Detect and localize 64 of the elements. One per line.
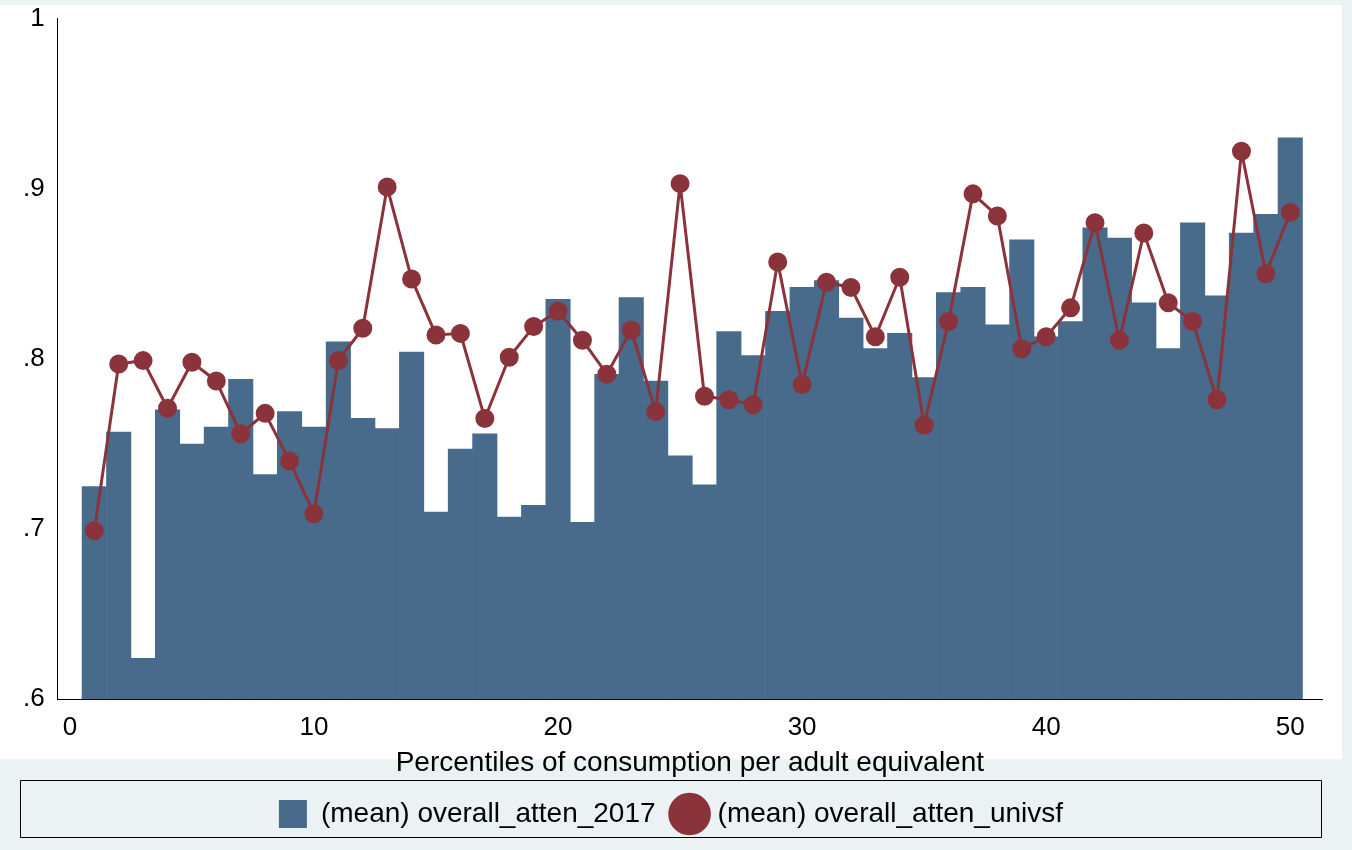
point: [328, 351, 348, 371]
point: [572, 330, 592, 350]
point: [1085, 213, 1105, 233]
x-tick-label: 10: [299, 710, 329, 741]
point: [524, 317, 544, 337]
x-tick-label: 0: [62, 710, 78, 741]
point: [304, 504, 324, 524]
point: [377, 177, 397, 197]
point: [1256, 264, 1276, 284]
point: [133, 351, 153, 371]
legend-label: (mean) overall_atten_2017: [320, 796, 656, 828]
point: [109, 354, 129, 374]
point: [914, 415, 934, 435]
legend-label: (mean) overall_atten_univsf: [717, 796, 1064, 828]
point: [1158, 293, 1178, 313]
point: [621, 320, 641, 340]
y-tick-label: .9: [23, 171, 45, 202]
point: [670, 174, 690, 194]
point: [499, 347, 519, 367]
point: [158, 398, 178, 418]
point: [475, 408, 495, 428]
point: [1280, 203, 1300, 223]
point: [646, 402, 666, 422]
point: [353, 318, 373, 338]
point: [426, 325, 446, 345]
y-tick-label: .6: [23, 682, 45, 713]
point: [280, 451, 300, 471]
point: [792, 374, 812, 394]
point: [1036, 327, 1056, 347]
y-tick-label: .7: [23, 512, 45, 543]
point: [1012, 339, 1032, 359]
point: [206, 371, 226, 391]
point: [841, 277, 861, 297]
point: [402, 269, 422, 289]
point: [1231, 141, 1251, 161]
point: [1109, 330, 1129, 350]
y-tick-label: .8: [23, 342, 45, 373]
point: [597, 364, 617, 384]
point: [987, 206, 1007, 226]
point: [865, 327, 885, 347]
point: [450, 323, 470, 343]
x-axis-title: Percentiles of consumption per adult equivalent: [395, 745, 985, 777]
point: [1207, 390, 1227, 410]
point: [1183, 311, 1203, 331]
point: [768, 252, 788, 272]
point: [817, 272, 837, 292]
point: [939, 311, 959, 331]
point: [182, 352, 202, 372]
x-tick-label: 50: [1275, 710, 1305, 741]
x-tick-label: 20: [543, 710, 573, 741]
point: [719, 390, 739, 410]
point: [694, 386, 714, 406]
point: [231, 424, 251, 444]
x-tick-label: 40: [1031, 710, 1061, 741]
point: [1061, 298, 1081, 318]
point: [84, 521, 104, 541]
x-tick-label: 30: [787, 710, 817, 741]
point: [1134, 223, 1154, 243]
point: [548, 301, 568, 321]
point: [743, 395, 763, 415]
point: [963, 184, 983, 204]
point: [890, 267, 910, 287]
y-tick-label: 1: [30, 1, 45, 32]
point: [255, 403, 275, 423]
